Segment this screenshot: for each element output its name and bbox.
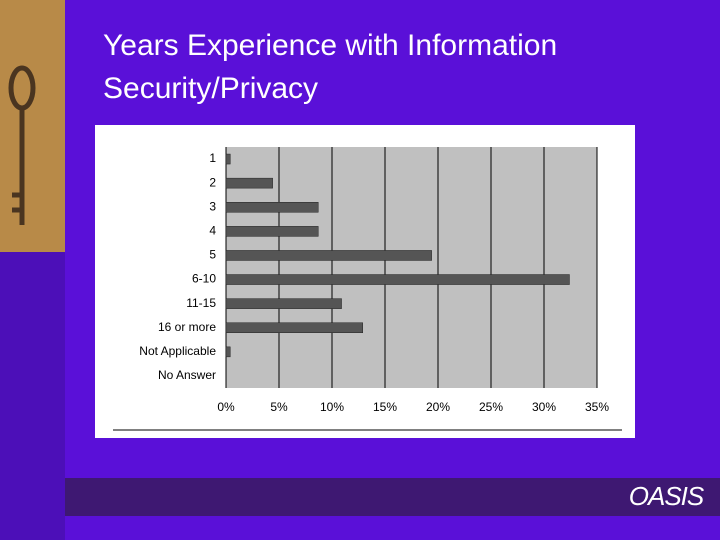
key-image (0, 0, 65, 252)
y-tick-label: 3 (209, 199, 216, 213)
bar (225, 346, 231, 358)
y-tick-label: No Answer (158, 368, 216, 382)
x-tick-label: 30% (532, 400, 556, 414)
x-tick-label: 20% (426, 400, 450, 414)
bar (225, 298, 342, 309)
bar (225, 202, 319, 213)
y-tick-label: 6-10 (192, 272, 216, 286)
slide-title: Years Experience with Information Securi… (103, 29, 558, 105)
bar (225, 226, 319, 237)
x-tick-label: 5% (270, 400, 288, 414)
bar (225, 322, 363, 333)
x-tick-label: 0% (217, 400, 235, 414)
plot-area (226, 147, 597, 388)
footer-band (65, 478, 720, 516)
y-tick-label: 4 (209, 224, 216, 238)
y-tick-label: Not Applicable (139, 344, 216, 358)
x-tick-label: 15% (373, 400, 397, 414)
x-tick-label: 10% (320, 400, 344, 414)
logo: OASIS (629, 481, 705, 511)
bar (225, 177, 273, 189)
bar (225, 153, 231, 165)
bar (225, 250, 432, 261)
key-icon (8, 65, 36, 225)
y-tick-label: 11-15 (186, 296, 216, 310)
x-tick-label: 35% (585, 400, 609, 414)
y-tick-label: 1 (209, 151, 216, 165)
bar (225, 274, 570, 285)
y-tick-label: 5 (209, 248, 216, 262)
x-tick-label: 25% (479, 400, 503, 414)
y-tick-label: 2 (209, 175, 216, 189)
y-tick-label: 16 or more (158, 320, 216, 334)
